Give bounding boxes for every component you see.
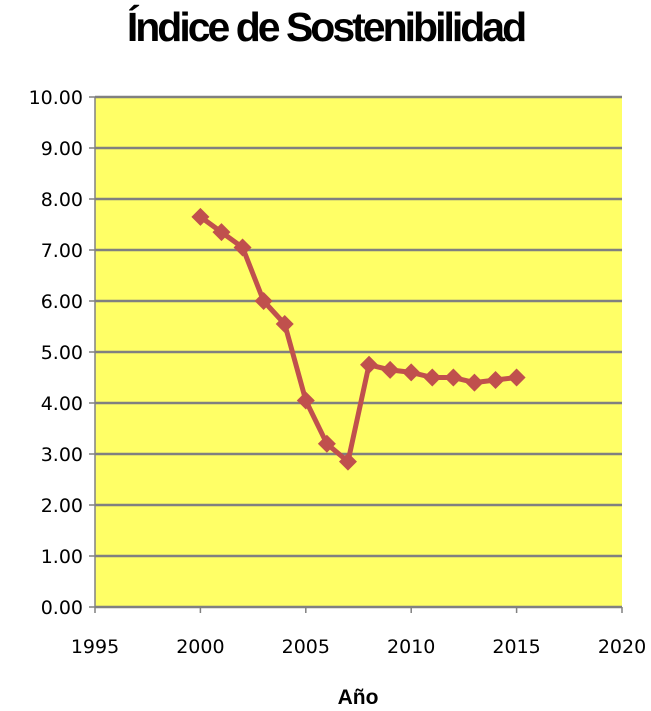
data-point-marker xyxy=(486,371,505,390)
data-point-marker xyxy=(444,368,463,387)
y-tick-label: 0.00 xyxy=(41,597,83,619)
data-point-marker xyxy=(254,292,273,310)
y-tick-label: 10.00 xyxy=(29,87,83,109)
series-line xyxy=(198,214,517,465)
data-point-marker xyxy=(465,373,484,392)
series-group xyxy=(191,207,526,471)
data-point-marker xyxy=(233,238,252,257)
data-point-marker xyxy=(402,363,421,382)
data-point-marker xyxy=(507,368,526,387)
y-tick-label: 6.00 xyxy=(41,291,83,313)
data-point-marker xyxy=(360,355,379,374)
y-tick-label: 5.00 xyxy=(41,342,83,364)
data-point-marker xyxy=(317,434,336,453)
x-tick-label: 1995 xyxy=(71,636,119,658)
y-tick-label: 9.00 xyxy=(41,138,83,160)
x-axis: 1995 2000 2005 2010 2015 2020 xyxy=(71,606,646,658)
x-tick-label: 2010 xyxy=(387,636,435,658)
y-tick-label: 3.00 xyxy=(41,444,83,466)
y-tick-label: 4.00 xyxy=(41,393,83,415)
x-tick-label: 2015 xyxy=(492,636,540,658)
y-tick-label: 8.00 xyxy=(41,189,83,211)
x-tick-label: 2005 xyxy=(282,636,330,658)
data-point-marker xyxy=(423,368,442,387)
data-point-marker xyxy=(296,391,315,410)
data-point-marker xyxy=(275,314,294,333)
data-point-marker xyxy=(338,452,357,471)
y-tick-label: 7.00 xyxy=(41,240,83,262)
gridlines xyxy=(95,95,622,609)
chart-title: Índice de Sostenibilidad xyxy=(126,4,527,50)
y-axis: 0.00 1.00 2.00 3.00 4.00 5.00 6.00 7.00 8.00 9.00… xyxy=(29,87,96,619)
y-tick-label: 1.00 xyxy=(41,546,83,568)
data-point-marker xyxy=(212,223,231,242)
data-point-marker xyxy=(191,207,210,226)
x-axis-title: Año xyxy=(337,686,379,709)
x-tick-label: 2000 xyxy=(176,636,224,658)
x-tick-label: 2020 xyxy=(598,636,646,658)
y-tick-label: 2.00 xyxy=(41,495,83,517)
data-point-marker xyxy=(381,360,400,379)
